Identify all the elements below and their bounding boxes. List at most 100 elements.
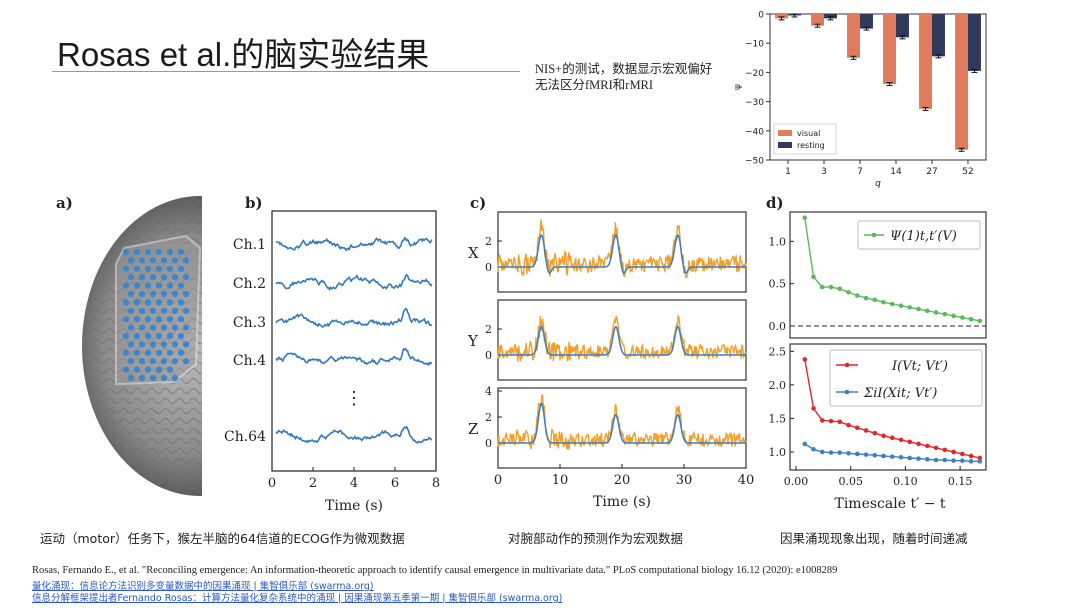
mutual-info-point xyxy=(854,425,860,431)
psi-point xyxy=(828,284,834,290)
caption-right: 因果涌现现象出现，随着时间递减 xyxy=(780,531,968,546)
psi-point xyxy=(968,316,974,322)
panel-d-xtick: 0.15 xyxy=(948,475,973,488)
bar-ylabel: ψ xyxy=(733,84,743,90)
ecog-trace xyxy=(275,273,433,292)
legend-swatch-resting xyxy=(778,142,792,148)
psi-point xyxy=(889,301,895,307)
mutual-info-point xyxy=(898,437,904,443)
panel-d-xtick: 0.05 xyxy=(838,475,863,488)
sum-info-point xyxy=(933,457,939,463)
ecog-trace xyxy=(275,425,432,444)
sum-info-point xyxy=(907,455,913,461)
sum-info-point xyxy=(951,458,956,463)
panel-d-xlabel: Timescale t′ − t xyxy=(834,496,945,512)
bar-resting xyxy=(824,14,837,19)
bar-visual xyxy=(955,14,968,150)
channel-label: Ch.3 xyxy=(233,315,266,331)
bar-visual xyxy=(883,14,896,85)
psi-point xyxy=(898,303,904,308)
channel-label: Ch.4 xyxy=(233,353,266,369)
caption-middle: 对腕部动作的预测作为宏观数据 xyxy=(508,531,684,546)
panel-a-brain-figure: a) xyxy=(56,186,210,506)
sum-info-point xyxy=(828,450,834,455)
sum-info-point xyxy=(916,456,921,461)
mutual-info-point xyxy=(802,357,808,362)
psi-bar-chart: 0 −10 −20 −30 −40 −50 ψ 1 3 7 14 27 52 q visual resting xyxy=(733,11,987,189)
sum-info-point xyxy=(854,451,860,457)
panel-b-xtick: 4 xyxy=(350,476,358,491)
bar-ytick-label: −50 xyxy=(745,157,764,167)
predicted-wrist-trace xyxy=(498,326,746,356)
panel-c-xtick: 20 xyxy=(614,473,631,488)
panel-c-ytick: 2 xyxy=(485,411,492,424)
sum-info-point xyxy=(881,453,886,459)
bar-xtick-label: 3 xyxy=(821,167,827,177)
psi-point xyxy=(872,297,878,303)
reference-link-1[interactable]: 量化涌现：信息论方法识别多变量数据中的因果涌现 | 集智俱乐部 (swarma.… xyxy=(32,581,374,592)
bar-xtick-label: 14 xyxy=(890,167,902,177)
panel-d-emergence-timescale: d) 0.0 0.5 1.0 Ψ(1)t,t′(V) 1.0 1.5 2.0 2.5 I(Vt;… xyxy=(766,194,987,512)
legend-mutual-info: I(Vt; Vt′) xyxy=(891,359,948,374)
mutual-info-point xyxy=(916,441,921,447)
bar-xlabel: q xyxy=(875,179,881,189)
psi-point xyxy=(837,286,843,292)
psi-point xyxy=(863,295,869,301)
mutual-info-point xyxy=(889,435,895,441)
panel-b-xlabel: Time (s) xyxy=(325,498,383,514)
sum-info-point xyxy=(960,458,965,463)
axis-row-label: Z xyxy=(468,420,478,438)
sum-info-point xyxy=(846,450,851,456)
panel-d-bottom-ytick: 1.5 xyxy=(769,412,787,425)
mutual-info-point xyxy=(863,428,869,433)
panel-b-xtick: 2 xyxy=(309,476,317,491)
prediction-subplot xyxy=(497,387,747,469)
panel-d-xtick: 0.10 xyxy=(893,475,918,488)
sum-info-point xyxy=(942,457,948,463)
bar-resting xyxy=(932,14,945,57)
nis-note: NIS+的测试，数据显示宏观偏好 无法区分fMRI和rMRI xyxy=(535,61,745,93)
predicted-wrist-trace xyxy=(498,403,746,444)
bar-visual xyxy=(847,14,860,58)
sum-info-point xyxy=(898,455,904,460)
mutual-info-point xyxy=(828,418,834,424)
nis-note-line-2: 无法区分fMRI和rMRI xyxy=(535,78,654,92)
mutual-info-point xyxy=(933,445,939,451)
bar-ytick-label: −30 xyxy=(745,98,764,108)
bar-xtick-label: 1 xyxy=(785,167,791,177)
reference-link-2[interactable]: 信息分解框架提出者Fernando Rosas：计算方法量化复杂系统中的涌现 |… xyxy=(32,593,563,604)
bar-ytick-label: −10 xyxy=(745,40,764,50)
panel-c-ytick: 2 xyxy=(485,235,492,248)
sum-info-point xyxy=(889,454,895,459)
channel-label: Ch.64 xyxy=(224,429,266,445)
psi-point xyxy=(819,284,825,290)
slide-title: Rosas et al.的脑实验结果 xyxy=(57,36,430,73)
title-divider xyxy=(52,71,520,72)
panel-d-bottom-ytick: 1.0 xyxy=(769,446,787,459)
reference-citation: Rosas, Fernando E., et al. "Reconciling … xyxy=(32,565,838,576)
panel-d-label: d) xyxy=(766,194,784,212)
bar-xtick-label: 27 xyxy=(926,167,937,177)
sum-info-point xyxy=(968,459,974,464)
bar-visual xyxy=(919,14,932,109)
sum-info-point xyxy=(802,441,808,447)
bar-xtick-label: 7 xyxy=(857,167,863,177)
panel-b-ecog-signals: b) ⋮ Ch.1 Ch.2 Ch.3 Ch.4 Ch.64 0 2 4 6 8 Time (s… xyxy=(224,194,440,514)
psi-point xyxy=(933,310,939,315)
channel-label: Ch.2 xyxy=(233,276,266,292)
panel-d-bottom-ytick: 2.0 xyxy=(769,379,787,392)
panel-c-xtick: 10 xyxy=(552,473,569,488)
caption-left: 运动（motor）任务下，猴左半脑的64信道的ECOG作为微观数据 xyxy=(40,531,405,546)
mutual-info-point xyxy=(924,443,930,449)
channel-label: Ch.1 xyxy=(233,237,266,253)
panel-c-ytick: 2 xyxy=(485,323,492,336)
panel-b-xtick: 6 xyxy=(391,476,399,491)
psi-point xyxy=(916,306,921,312)
panel-d-top-ytick: 1.0 xyxy=(769,235,787,248)
psi-point xyxy=(811,274,816,280)
sum-info-point xyxy=(924,457,930,462)
sum-info-point xyxy=(837,450,843,455)
sum-info-point xyxy=(863,452,869,457)
bar-visual xyxy=(811,14,824,26)
panel-c-xtick: 0 xyxy=(494,473,502,488)
